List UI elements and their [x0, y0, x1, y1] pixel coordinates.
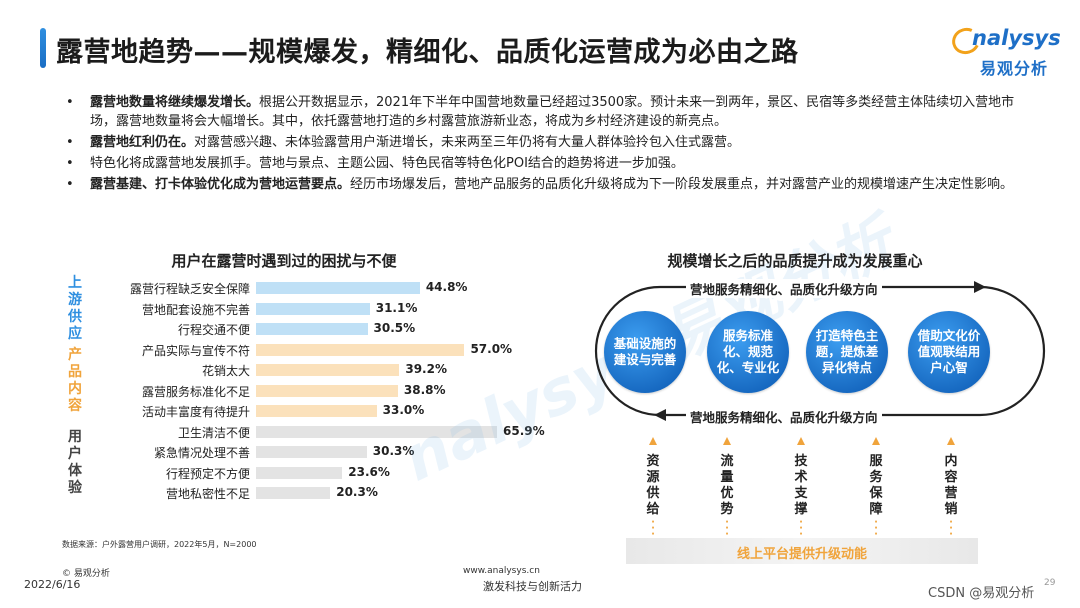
focus-circle: 基础设施的建设与完善	[604, 311, 686, 393]
bullet-bold: 露营地红利仍在。	[90, 135, 195, 150]
bullet-item: • 露营地红利仍在。对露营感兴趣、未体验露营用户渐进增长，未来两至三年仍将有大量人…	[62, 133, 1022, 152]
bar	[256, 302, 370, 315]
loop-arrowhead-top-icon	[974, 281, 986, 293]
data-source: 数据来源：户外露营用户调研，2022年5月，N=2000	[62, 540, 257, 549]
bar	[256, 282, 420, 294]
bar-label: 行程交通不便	[177, 323, 250, 337]
analysys-logo: nalysys 易观分析	[948, 23, 1072, 80]
focus-circle: 打造特色主题，提炼差异化特点	[806, 311, 888, 393]
bar-label: 紧急情况处理不善	[153, 446, 250, 460]
focus-circle: 服务标准化、规范化、专业化	[707, 311, 789, 393]
bar-label: 行程预定不方便	[165, 466, 250, 481]
footer-copyright: © 易观分析	[62, 569, 110, 579]
page-number: 29	[1044, 578, 1056, 588]
bullet-item: • 露营基建、打卡体验优化成为营地运营要点。经历市场爆发后，营地产品服务的品质化升…	[62, 175, 1022, 194]
page-title: 露营地趋势——规模爆发，精细化、品质化运营成为必由之路	[56, 37, 799, 68]
chart-title: 用户在露营时遇到过的困扰与不便	[171, 252, 397, 270]
bar-label: 营地配套设施不完善	[141, 302, 250, 317]
bar-value: 23.6%	[348, 464, 390, 479]
bullet-bold: 露营地数量将继续爆发增长。	[90, 95, 260, 110]
bar-value: 33.0%	[382, 403, 425, 417]
platform-band	[626, 538, 978, 564]
bullet-list: • 露营地数量将继续爆发增长。根据公开数据显示，2021年下半年中国营地数量已经超…	[62, 93, 1022, 196]
driver-dots-icon: · · ·	[725, 517, 729, 540]
bar	[256, 323, 368, 335]
driver-dots-icon: · · ·	[949, 517, 953, 540]
driver-label: 流量优势	[720, 454, 734, 517]
bar	[256, 487, 331, 499]
bar-value: 57.0%	[470, 341, 513, 356]
bar-label: 花销太大	[201, 364, 250, 378]
driver-label: 技术支撑	[794, 454, 808, 517]
platform-label: 线上平台提供升级动能	[736, 547, 867, 562]
bottom-caption: 营地服务精细化、品质化升级方向	[686, 407, 882, 426]
bullet-bold: 露营基建、打卡体验优化成为营地运营要点。	[90, 177, 351, 192]
bar-value: 38.8%	[403, 382, 446, 397]
bullet-dot: •	[66, 95, 74, 110]
bullet-item: • 特色化将成露营地发展抓手。营地与景点、主题公园、特色民宿等特色化POI结合的趋…	[62, 154, 1022, 173]
focus-circle-label: 借助文化价值观联结用户心智	[917, 328, 981, 375]
logo-word: nalysys	[972, 26, 1061, 50]
bar	[256, 384, 398, 397]
focus-circle: 借助文化价值观联结用户心智	[908, 311, 990, 393]
bullet-item: • 露营地数量将继续爆发增长。根据公开数据显示，2021年下半年中国营地数量已经超…	[62, 93, 1022, 131]
bar	[256, 446, 367, 458]
bar	[256, 405, 377, 417]
bar-label: 营地私密性不足	[165, 487, 250, 501]
footer-url[interactable]: www.analysys.cn	[463, 566, 540, 576]
bar-label: 露营服务标准化不足	[141, 384, 250, 399]
bar-value: 31.1%	[375, 300, 418, 315]
bullet-dot: •	[66, 135, 74, 150]
top-caption: 营地服务精细化、品质化升级方向	[686, 279, 882, 298]
up-arrow-icon	[797, 437, 805, 445]
bar	[256, 343, 465, 356]
bar-label: 产品实际与宣传不符	[141, 343, 250, 358]
driver-dots-icon: · · ·	[874, 517, 878, 540]
up-arrow-icon	[723, 437, 731, 445]
group-label: 用户体验	[68, 428, 82, 496]
footer-slogan: 激发科技与创新活力	[483, 580, 582, 593]
up-arrow-icon	[947, 437, 955, 445]
bar-value: 39.2%	[405, 362, 447, 376]
bullet-text: 经历市场爆发后，营地产品服务的品质化升级将成为下一阶段发展重点，并对露营产业的规…	[350, 177, 1014, 192]
bar-value: 65.9%	[503, 423, 545, 438]
bar-value: 44.8%	[425, 280, 468, 294]
group-label: 产品内容	[68, 346, 82, 414]
driver-dots-icon: · · ·	[651, 517, 655, 540]
bullet-text: 特色化将成露营地发展抓手。营地与景点、主题公园、特色民宿等特色化POI结合的趋势…	[90, 156, 684, 171]
title-accent-bar	[40, 28, 46, 68]
bullet-text: 根据公开数据显示，2021年下半年中国营地数量已经超过3500家。预计未来一到两…	[90, 95, 1015, 129]
bar-label: 活动丰富度有待提升	[141, 405, 250, 419]
bar	[256, 425, 497, 438]
bar-label: 露营行程缺乏安全保障	[129, 282, 250, 296]
bar-value: 30.3%	[372, 444, 415, 458]
diagram-title: 规模增长之后的品质提升成为发展重心	[667, 252, 923, 270]
bar-value: 20.3%	[336, 485, 378, 499]
driver-label: 内容营销	[944, 454, 958, 517]
group-label: 上游供应	[68, 274, 82, 342]
bar-value: 30.5%	[373, 321, 416, 335]
driver-label: 服务保障	[869, 454, 883, 517]
focus-circle-label: 基础设施的建设与完善	[613, 336, 677, 367]
focus-circle-label: 服务标准化、规范化、专业化	[716, 328, 780, 375]
loop-arrows	[594, 281, 1046, 421]
footer-credit: CSDN @易观分析	[928, 586, 1035, 601]
loop-arrowhead-bottom-icon	[654, 409, 666, 421]
logo-cn: 易观分析	[980, 59, 1049, 78]
focus-circle-label: 打造特色主题，提炼差异化特点	[815, 328, 879, 375]
bar	[256, 466, 343, 479]
bullet-dot: •	[66, 177, 74, 192]
footer-date: 2022/6/16	[24, 578, 81, 591]
bar-label: 卫生清洁不便	[177, 425, 250, 440]
up-arrow-icon	[649, 437, 657, 445]
driver-dots-icon: · · ·	[799, 517, 803, 540]
bullet-dot: •	[66, 156, 74, 171]
bullet-text: 对露营感兴趣、未体验露营用户渐进增长，未来两至三年仍将有大量人群体验拎包入住式露…	[194, 135, 741, 150]
up-arrow-icon	[872, 437, 880, 445]
driver-label: 资源供给	[646, 454, 660, 517]
bar	[256, 364, 400, 376]
